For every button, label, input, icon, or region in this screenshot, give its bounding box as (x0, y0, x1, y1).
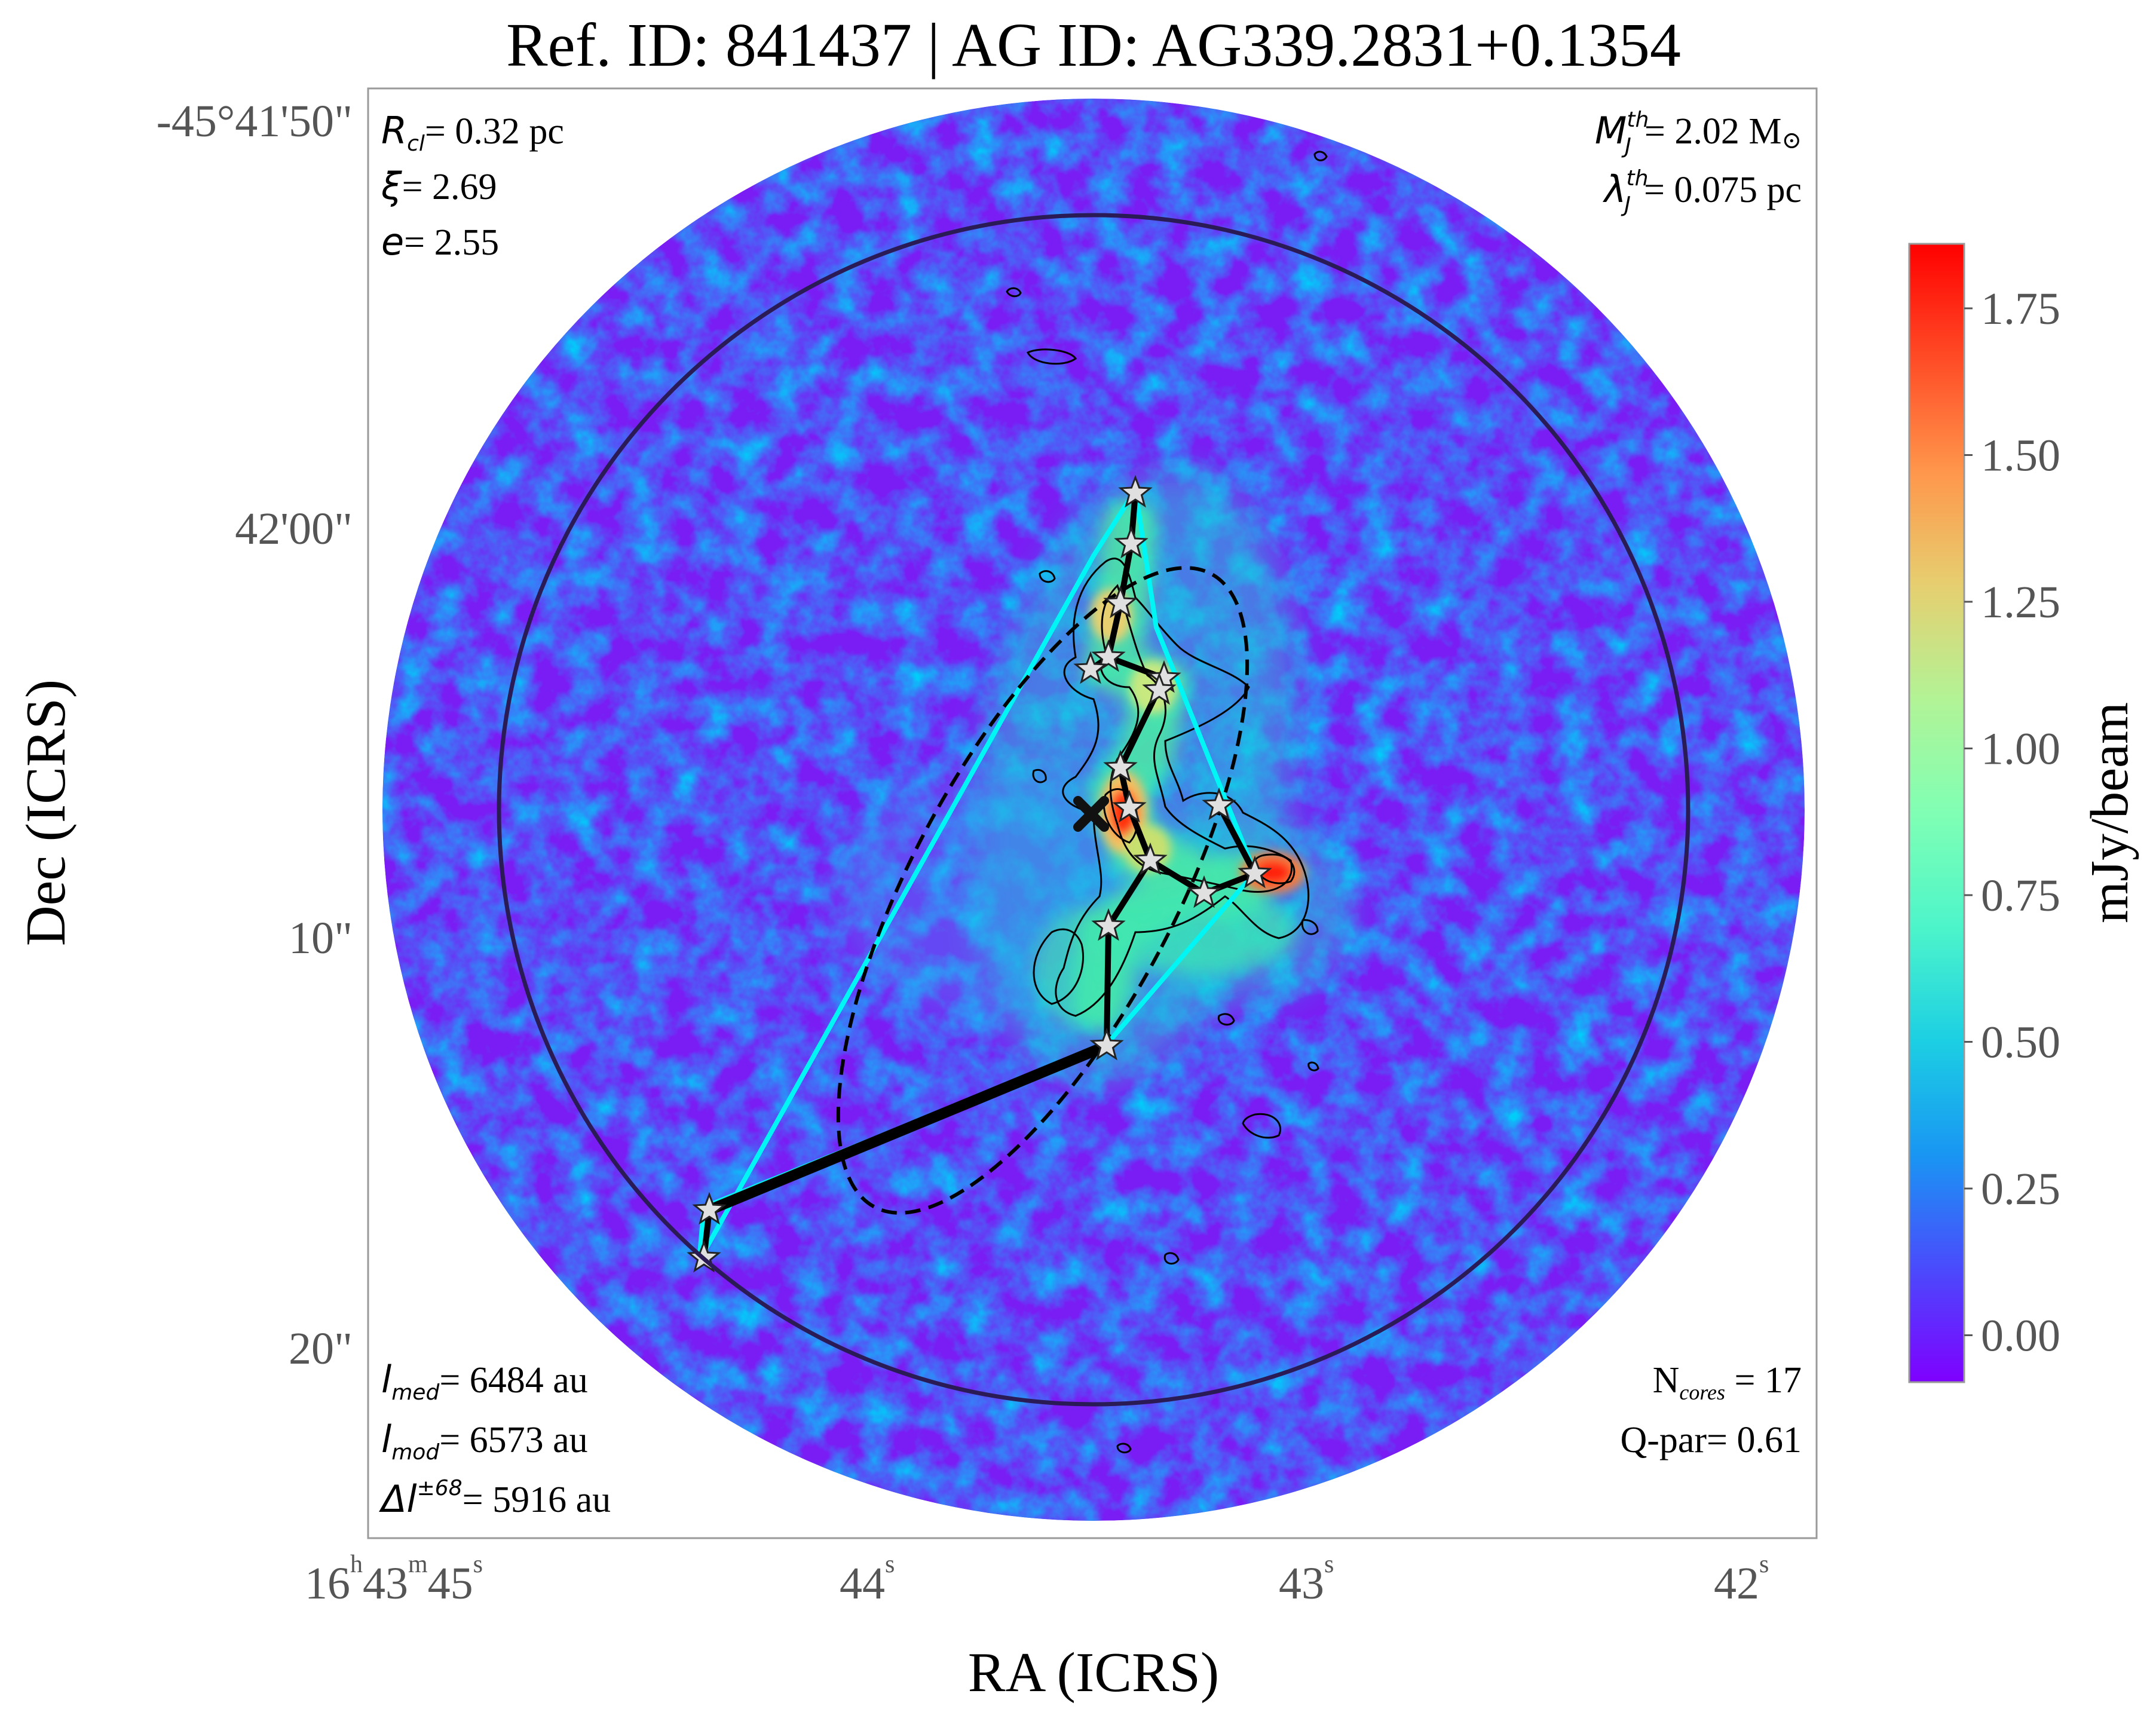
core-star-marker (1238, 855, 1272, 889)
core-star-marker (1112, 789, 1147, 823)
annotation-qpar: Q-par= 0.61 (1620, 1420, 1802, 1460)
y-tick-label: 20" (289, 1324, 353, 1374)
colorbar-tick-label: 1.25 (1981, 577, 2060, 627)
colorbar-gradient (1908, 243, 1965, 1383)
colorbar-tick-label: 0.50 (1981, 1017, 2060, 1067)
core-star-marker (1142, 672, 1177, 705)
annotation-xi: ξ= 2.69 (381, 164, 497, 208)
colorbar-tick-label: 0.25 (1981, 1164, 2060, 1214)
annotation-dl: Δl±68= 5916 au (379, 1476, 611, 1521)
core-star-marker (1187, 875, 1221, 908)
colorbar-label: mJy/beam (2080, 702, 2139, 923)
x-tick-label: 16h43m45s (305, 1551, 483, 1609)
annotation-e: e= 2.55 (381, 220, 499, 264)
x-tick-label: 44s (840, 1551, 895, 1609)
y-tick-label: 10" (289, 913, 353, 963)
core-star-marker (1202, 787, 1236, 820)
y-axis-ticks: -45°41'50" 42'00" 10" 20" (157, 96, 353, 1374)
outer-circle (497, 213, 1690, 1407)
annotation-lmod: lmod= 6573 au (381, 1417, 588, 1465)
annotation-mj: Mth J = 2.02 M⊙ (1595, 108, 1802, 158)
core-star-marker (1089, 1027, 1124, 1061)
core-star-marker (1133, 842, 1168, 875)
colorbar-tick-label: 1.00 (1981, 724, 2060, 774)
core-star-marker (1073, 651, 1108, 684)
core-star-marker (1091, 908, 1126, 941)
annotation-rcl: Rcl= 0.32 pc (381, 109, 564, 156)
core-star-marker (692, 1192, 727, 1225)
colorbar-tick-label: 1.75 (1981, 284, 2060, 334)
y-axis-label: Dec (ICRS) (15, 679, 77, 946)
colorbar-tick-label: 1.50 (1981, 431, 2060, 481)
x-tick-label: 42s (1714, 1551, 1769, 1609)
x-axis-label: RA (ICRS) (968, 1642, 1219, 1704)
core-star-marker (1118, 474, 1153, 508)
core-star-marker (1091, 639, 1126, 672)
x-tick-label: 43s (1279, 1551, 1334, 1609)
center-cross (1073, 796, 1109, 832)
annotation-ncores: Ncores = 17 (1653, 1360, 1802, 1404)
core-star-marker (1103, 749, 1138, 783)
annotation-lambda: λth J = 0.075 pc (1603, 166, 1802, 217)
core-star-marker (1103, 585, 1138, 618)
core-markers (687, 474, 1272, 1273)
y-tick-label: -45°41'50" (157, 96, 353, 146)
colorbar: 0.00 0.25 0.50 0.75 1.00 1.25 1.50 1.75 mJy/bea… (1908, 243, 2139, 1383)
colorbar-ticks: 0.00 0.25 0.50 0.75 1.00 1.25 1.50 1.75 (1964, 284, 2060, 1361)
image-field (382, 99, 1805, 1521)
annotation-lmed: lmed= 6484 au (381, 1358, 588, 1405)
x-axis-ticks: 16h43m45s 44s 43s 42s (305, 1551, 1769, 1609)
fitted-ellipse (836, 566, 1250, 1215)
annotations: Rcl= 0.32 pc ξ= 2.69 e= 2.55 Mth J = 2.02 … (379, 108, 1802, 1521)
colorbar-tick-label: 0.75 (1981, 871, 2060, 921)
core-star-marker (1114, 525, 1149, 559)
colorbar-tick-label: 0.00 (1981, 1310, 2060, 1361)
y-tick-label: 42'00" (235, 504, 353, 554)
chart-title: Ref. ID: 841437 | AG ID: AG339.2831+0.13… (506, 11, 1681, 79)
